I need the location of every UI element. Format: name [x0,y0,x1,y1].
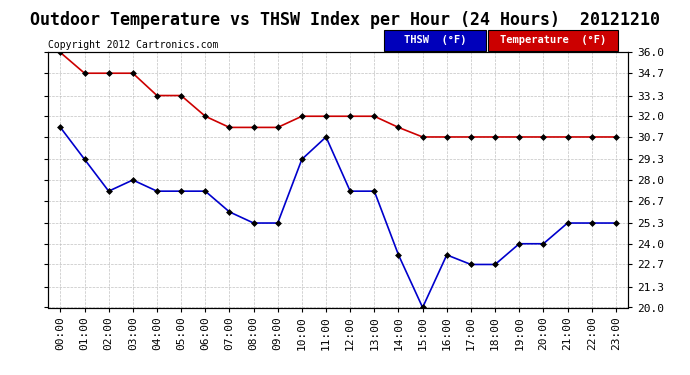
Text: Temperature  (°F): Temperature (°F) [500,35,606,45]
Text: Copyright 2012 Cartronics.com: Copyright 2012 Cartronics.com [48,40,219,50]
FancyBboxPatch shape [384,30,486,51]
Text: THSW  (°F): THSW (°F) [404,35,466,45]
FancyBboxPatch shape [488,30,618,51]
Text: Outdoor Temperature vs THSW Index per Hour (24 Hours)  20121210: Outdoor Temperature vs THSW Index per Ho… [30,11,660,29]
